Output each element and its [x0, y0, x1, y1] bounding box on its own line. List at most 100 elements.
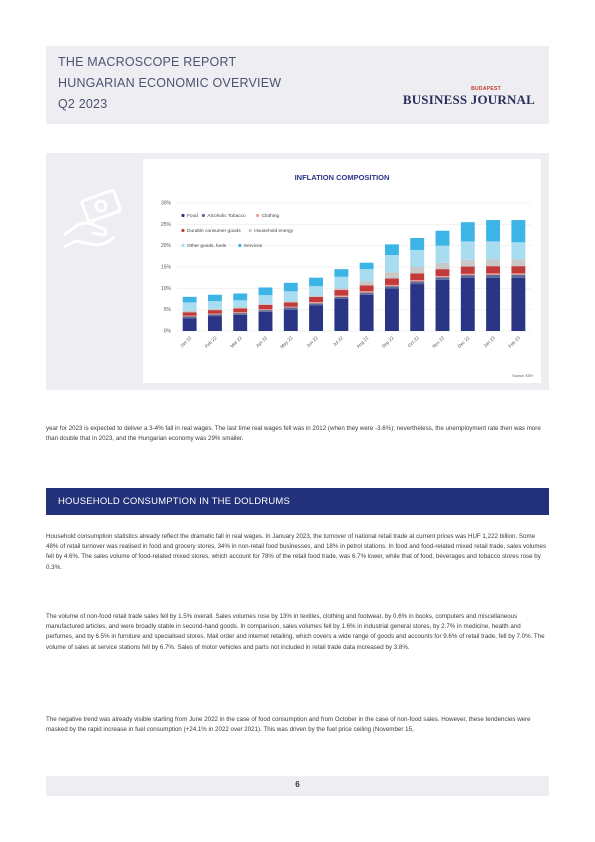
- x-tick-label: May 22: [279, 335, 294, 350]
- bar-segment: [511, 277, 526, 331]
- bar-segment: [309, 305, 324, 331]
- chart-panel: INFLATION COMPOSITION 0% 5% 10% 15% 20% 25% 30…: [46, 153, 549, 390]
- bar-segment: [207, 310, 222, 314]
- bar-segment: [486, 259, 501, 267]
- bar-segment: [435, 245, 450, 263]
- bar-segment: [182, 315, 197, 317]
- legend-swatch: [248, 228, 252, 233]
- bar-segment: [233, 312, 248, 314]
- bar-segment: [460, 273, 475, 276]
- bar-segment: [359, 262, 374, 270]
- bar-segment: [207, 301, 222, 309]
- y-tick-label: 15%: [161, 265, 172, 271]
- bar-segment: [511, 273, 526, 275]
- bar-segment: [486, 266, 501, 274]
- bar-segment: [182, 310, 197, 313]
- bar-segment: [283, 302, 298, 307]
- bar-segment: [460, 266, 475, 274]
- page-number: 6: [295, 780, 300, 789]
- legend-swatch: [238, 243, 242, 248]
- x-tick-label: Sep 22: [381, 335, 395, 349]
- bar-segment: [410, 249, 425, 267]
- legend-label: Services: [244, 243, 263, 249]
- bar-segment: [435, 275, 450, 278]
- bar-segment: [283, 301, 298, 303]
- bar-segment: [435, 277, 450, 280]
- x-tick-label: Apr 22: [255, 335, 268, 348]
- bar-segment: [460, 222, 475, 242]
- report-header: THE MACROSCOPE REPORT HUNGARIAN ECONOMIC…: [46, 46, 549, 124]
- bar-segment: [460, 241, 475, 260]
- bar-segment: [309, 277, 324, 287]
- bar-segment: [233, 293, 248, 301]
- x-tick-label: Feb 22: [204, 335, 218, 349]
- y-tick-label: 30%: [161, 201, 172, 207]
- paragraph-4: The negative trend was already visible s…: [46, 716, 531, 734]
- section-heading: HOUSEHOLD CONSUMPTION IN THE DOLDRUMS: [46, 488, 549, 515]
- x-tick-label: Dec 22: [457, 335, 471, 349]
- bar-segment: [359, 285, 374, 292]
- inflation-chart: INFLATION COMPOSITION 0% 5% 10% 15% 20% 25% 30…: [143, 159, 541, 383]
- bar-segment: [359, 281, 374, 286]
- legend-swatch: [201, 213, 205, 218]
- bar-segment: [182, 302, 197, 311]
- x-tick-label: Jun 22: [305, 335, 319, 349]
- bar-segment: [334, 299, 349, 331]
- bar-segment: [410, 280, 425, 282]
- bar-segment: [486, 277, 501, 331]
- y-tick-label: 20%: [161, 243, 172, 249]
- bar-segment: [233, 313, 248, 315]
- bar-segment: [334, 269, 349, 277]
- logo-text: BUSINESS JOURNAL: [402, 92, 535, 107]
- bar-segment: [486, 241, 501, 260]
- legend-swatch: [181, 243, 185, 248]
- bar-segment: [384, 244, 399, 256]
- bar-segment: [334, 276, 349, 288]
- bar-segment: [460, 259, 475, 267]
- bar-segment: [334, 287, 349, 291]
- report-title: THE MACROSCOPE REPORT: [58, 55, 237, 69]
- bar-segment: [258, 309, 273, 311]
- bar-segment: [486, 274, 501, 278]
- bar-segment: [410, 281, 425, 285]
- bar-segment: [410, 273, 425, 281]
- legend-swatch: [256, 213, 260, 218]
- bar-segment: [258, 310, 273, 312]
- bar-segment: [410, 284, 425, 331]
- bar-segment: [207, 308, 222, 311]
- bar-segment: [435, 279, 450, 331]
- paragraph-3: The volume of non-food retail trade sale…: [46, 613, 545, 651]
- bar-segment: [309, 301, 324, 304]
- bar-segment: [384, 272, 399, 279]
- inflation-chart-svg: INFLATION COMPOSITION 0% 5% 10% 15% 20% 25% 30…: [161, 173, 533, 378]
- bar-segment: [283, 291, 298, 302]
- bar-segment: [283, 282, 298, 292]
- section-title: HOUSEHOLD CONSUMPTION IN THE DOLDRUMS: [58, 496, 291, 507]
- y-tick-label: 5%: [164, 307, 172, 313]
- bbj-logo: BUDAPEST BUSINESS JOURNAL: [402, 86, 535, 108]
- bar-segment: [207, 316, 222, 331]
- legend-label: Other goods, fuels: [187, 243, 227, 249]
- bar-segment: [511, 220, 526, 243]
- bar-segment: [258, 303, 273, 305]
- legend-swatch: [181, 213, 185, 218]
- bar-segment: [511, 274, 526, 278]
- legend-label: Durable consumer goods: [187, 228, 241, 234]
- bar-segment: [258, 311, 273, 331]
- bar-segment: [334, 290, 349, 296]
- bar-segment: [435, 262, 450, 270]
- bar-segment: [309, 296, 324, 302]
- legend-label: Food: [187, 213, 198, 219]
- bar-segment: [283, 306, 298, 308]
- bar-segment: [258, 287, 273, 296]
- legend-label: Clothing: [262, 213, 280, 219]
- x-tick-label: Oct 22: [407, 335, 420, 348]
- x-tick-label: Jan 22: [179, 335, 193, 349]
- legend-swatch: [181, 228, 185, 233]
- bar-segment: [384, 288, 399, 331]
- bar-segment: [182, 316, 197, 319]
- bar-segment: [182, 312, 197, 316]
- page-footer: 6: [46, 776, 549, 796]
- bar-segment: [435, 269, 450, 276]
- report-period: Q2 2023: [58, 97, 108, 111]
